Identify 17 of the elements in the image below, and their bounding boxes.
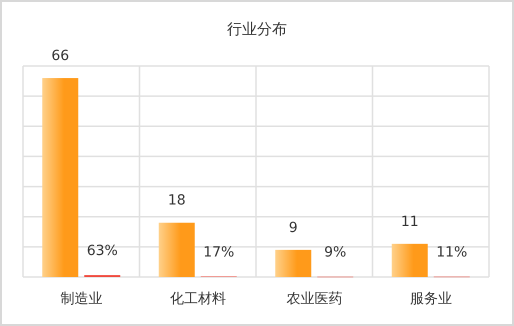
bar xyxy=(158,222,195,277)
data-label: 17% xyxy=(203,244,234,260)
chart-title: 行业分布 xyxy=(227,20,287,38)
data-label: 18 xyxy=(168,192,186,209)
x-tick-label: 化工材料 xyxy=(170,291,226,307)
data-label: 66 xyxy=(51,48,70,64)
bar xyxy=(275,250,312,277)
bar xyxy=(392,244,428,277)
data-label: 9 xyxy=(288,220,298,236)
data-label: 9% xyxy=(324,244,346,261)
data-label: 11 xyxy=(400,214,419,230)
x-tick-label: 制造业 xyxy=(60,291,102,307)
x-tick-label: 服务业 xyxy=(410,291,452,307)
bar xyxy=(42,78,78,277)
x-tick-label: 农业医药 xyxy=(286,291,342,307)
data-label: 11% xyxy=(436,244,468,261)
data-label: 63% xyxy=(86,243,118,260)
